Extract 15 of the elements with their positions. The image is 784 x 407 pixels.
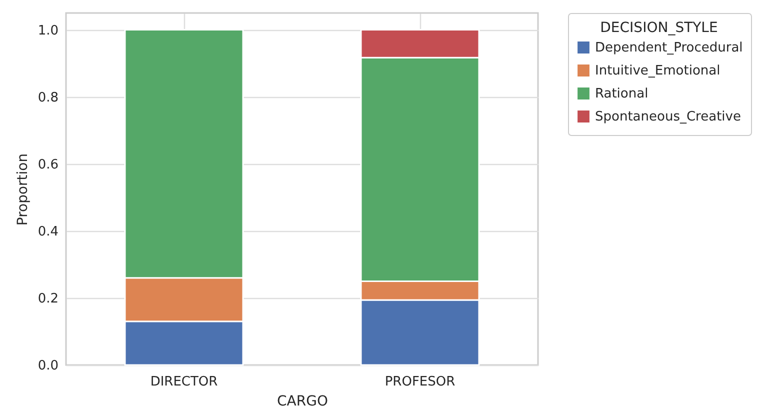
y-axis-title: Proportion [14, 153, 31, 226]
legend-label: Rational [595, 86, 648, 102]
y-tick-label: 0.0 [38, 358, 58, 374]
y-tick-label: 1.0 [38, 23, 58, 38]
x-axis-title: CARGO [277, 394, 328, 407]
x-tick-label: PROFESOR [384, 374, 456, 390]
legend-title: DECISION_STYLE [600, 20, 718, 36]
legend-label: Intuitive_Emotional [595, 64, 720, 78]
legend-label: Spontaneous_Creative [595, 110, 741, 124]
legend-label: Dependent_Procedural [595, 40, 743, 56]
x-tick-label: DIRECTOR [150, 374, 218, 390]
y-tick-label: 0.4 [38, 224, 58, 240]
y-tick-label: 0.2 [38, 291, 58, 306]
y-tick-label: 0.8 [38, 90, 58, 106]
y-tick-label: 0.6 [38, 157, 58, 172]
